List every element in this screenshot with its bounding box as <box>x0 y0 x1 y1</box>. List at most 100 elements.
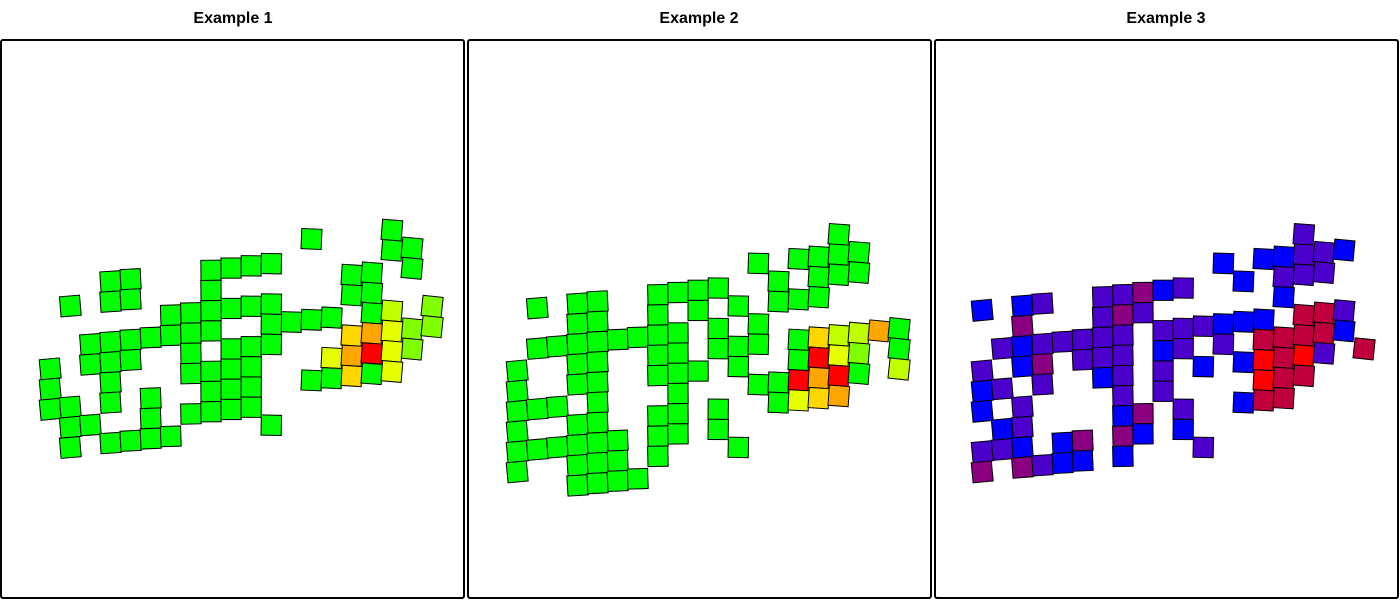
heatmap-cell <box>1112 445 1134 468</box>
heatmap-cell <box>970 440 994 464</box>
heatmap-cell <box>99 350 122 374</box>
heatmap-cell <box>180 362 202 385</box>
heatmap-cell <box>360 281 384 305</box>
heatmap-cell <box>420 294 444 319</box>
heatmap-cell <box>546 395 569 419</box>
heatmap-cell <box>1071 429 1094 452</box>
heatmap-cell <box>1091 286 1114 308</box>
heatmap-cell <box>79 413 102 437</box>
heatmap-cell <box>380 299 404 323</box>
panel-title-3: Example 3 <box>1126 10 1206 27</box>
heatmap-cell <box>1212 333 1235 356</box>
heatmap-cell <box>647 324 669 346</box>
heatmap-cell <box>1152 380 1174 402</box>
heatmap-cell <box>99 270 122 293</box>
heatmap-cell <box>260 293 283 315</box>
heatmap-cell <box>159 425 182 448</box>
plot-frame <box>467 39 932 599</box>
heatmap-cell <box>807 265 830 289</box>
heatmap-cell <box>546 435 569 459</box>
heatmap-cell <box>1112 283 1134 306</box>
heatmap-cell <box>1011 294 1034 318</box>
heatmap-cell <box>1272 285 1295 309</box>
heatmap-cell <box>647 364 669 387</box>
heatmap-cell <box>887 357 911 381</box>
heatmap-cell <box>1252 247 1275 271</box>
heatmap-cell <box>159 304 182 327</box>
heatmap-cell <box>787 389 810 412</box>
heatmap-cell <box>747 313 770 335</box>
heatmap-cell <box>1252 308 1275 331</box>
heatmap-cell <box>300 227 323 251</box>
heatmap-cell <box>667 382 689 405</box>
heatmap-cell <box>1192 315 1215 338</box>
heatmap-cell <box>525 397 549 421</box>
heatmap-cell <box>647 405 669 427</box>
heatmap-cell <box>380 339 404 363</box>
heatmap-cell <box>667 342 689 364</box>
heatmap-cell <box>767 290 790 313</box>
heatmap-cell <box>1051 431 1074 454</box>
heatmap-cell <box>220 398 242 421</box>
heatmap-cell <box>687 360 709 382</box>
heatmap-cell <box>1011 314 1034 338</box>
heatmap-cell <box>360 321 384 345</box>
heatmap-cell <box>1071 348 1094 371</box>
heatmap-cell <box>867 319 891 343</box>
heatmap-cell <box>586 472 609 495</box>
heatmap-cell <box>807 346 830 369</box>
heatmap-cell <box>1031 373 1054 396</box>
heatmap-cell <box>827 344 851 367</box>
heatmap-cell <box>586 371 609 394</box>
heatmap-cell <box>1272 366 1295 390</box>
heatmap-cell <box>1272 326 1295 349</box>
heatmap-cell <box>1132 301 1154 324</box>
heatmap-cell <box>320 306 343 329</box>
heatmap-cell <box>647 344 669 367</box>
heatmap-cell <box>787 369 810 392</box>
heatmap-cell <box>606 449 629 472</box>
plot-frame <box>0 39 465 599</box>
heatmap-cell <box>787 348 810 372</box>
heatmap-cell <box>1071 449 1094 472</box>
heatmap-cell <box>99 290 122 313</box>
heatmap-cell <box>1112 405 1134 427</box>
heatmap-cell <box>606 469 629 493</box>
heatmap-cell <box>119 348 142 372</box>
heatmap-cell <box>707 277 729 299</box>
heatmap-cell <box>260 313 283 336</box>
heatmap-cell <box>667 423 689 445</box>
heatmap-cell <box>1172 398 1194 420</box>
heatmap-cell <box>970 359 994 383</box>
heatmap-cell <box>380 218 404 242</box>
heatmap-cell <box>340 364 363 388</box>
heatmap-cell <box>525 337 549 360</box>
heatmap-cell <box>280 311 303 333</box>
heatmap-cell <box>139 387 162 410</box>
heatmap-cell <box>99 391 122 414</box>
heatmap-cell <box>200 320 222 342</box>
heatmap-cell <box>1292 263 1316 287</box>
heatmap-cell <box>747 333 770 356</box>
heatmap-cell <box>1011 334 1034 358</box>
heatmap-cell <box>586 391 609 414</box>
heatmap-cell <box>1172 337 1194 360</box>
heatmap-cell <box>566 453 589 477</box>
heatmap-cell <box>58 395 82 419</box>
heatmap-cell <box>1292 303 1316 327</box>
heatmap-cell <box>566 292 589 315</box>
heatmap-cell <box>707 337 729 360</box>
panel-title-1: Example 1 <box>193 10 273 27</box>
heatmap-cell <box>1212 313 1235 335</box>
heatmap-cell <box>79 353 102 376</box>
heatmap-cell <box>727 355 750 378</box>
heatmap-cell <box>340 344 363 367</box>
heatmap-cell <box>1232 310 1255 333</box>
heatmap-cell <box>807 366 830 390</box>
heatmap-cell <box>1031 292 1054 315</box>
heatmap-cell <box>1152 340 1174 362</box>
heatmap-cell <box>1312 261 1336 284</box>
heatmap-cell <box>400 337 424 361</box>
heatmap-cell <box>139 326 162 349</box>
heatmap-cell <box>1011 435 1034 459</box>
